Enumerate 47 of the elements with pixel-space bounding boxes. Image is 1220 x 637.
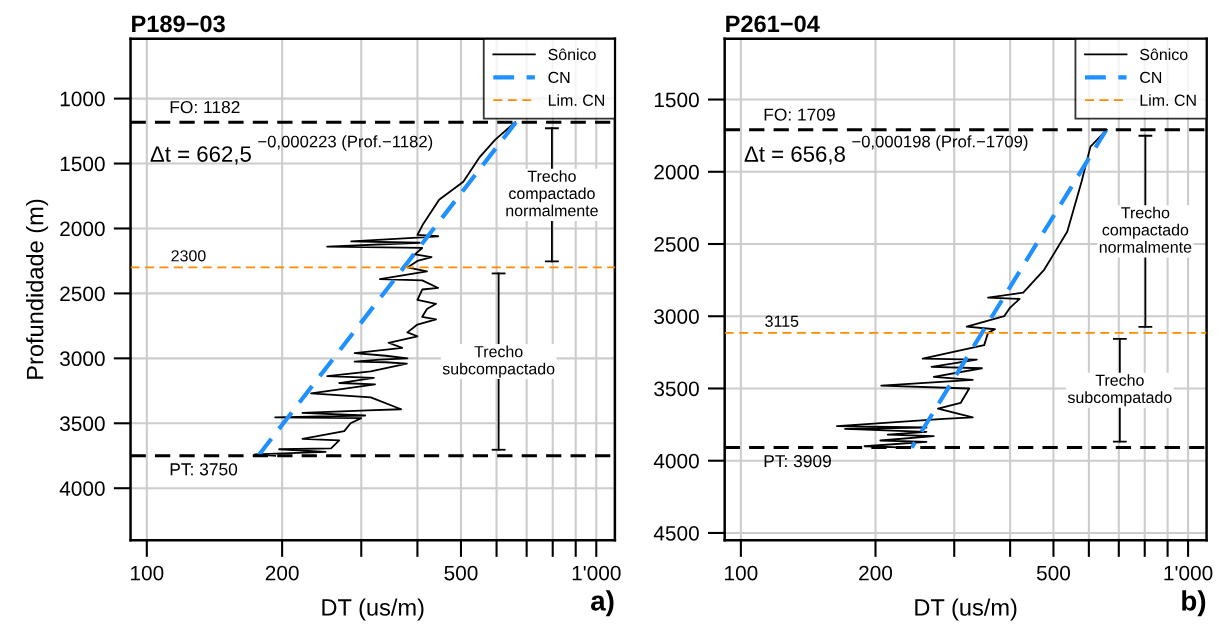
y-tick-label: 3500 [654, 381, 699, 397]
x-tick-label: 200 [265, 565, 299, 581]
x-tick-label: 200 [859, 565, 893, 581]
ref-line-label: FO: 1182 [170, 100, 240, 114]
x-axis-title: DT (us/m) [322, 598, 424, 621]
ref-line-label: FO: 1709 [764, 108, 835, 121]
ref-line-label: PT: 3750 [170, 463, 238, 476]
x-axis-title: DT (us/m) [915, 598, 1017, 621]
annotation: Δt = 656,8 −0,000198 (Prof.−1709) [744, 135, 1028, 165]
y-tick-label: 2500 [654, 237, 699, 252]
legend-label: Lim. CN [548, 94, 604, 106]
y-axis-title: Profundidade (m) [26, 199, 49, 379]
y-tick-label: 3000 [59, 351, 105, 367]
y-tick-label: 4000 [59, 481, 105, 496]
x-tick-label: 1'000 [1164, 565, 1213, 581]
y-tick-label: 3000 [654, 309, 699, 324]
annotation: Trecho compactado normalmente [506, 170, 598, 217]
x-tick-label: 500 [444, 565, 478, 581]
legend-label: CN [1140, 71, 1162, 84]
legend-label: Sônico [1140, 48, 1188, 61]
text: b) [1182, 590, 1206, 617]
y-tick-label: 2000 [654, 164, 699, 180]
annotation: Trecho subcompatado [1067, 374, 1172, 407]
annotation: Trecho compactado normalmente [1099, 206, 1192, 253]
annotation: Δt = 662,5 −0,000223 (Prof.−1182) [150, 135, 433, 165]
y-tick-label: 1500 [60, 156, 105, 172]
annotation: Trecho subcompactado [442, 345, 555, 378]
annotation: 3115 [765, 315, 799, 327]
chart-title: P261−04 [726, 15, 820, 33]
y-tick-label: 1000 [60, 91, 105, 107]
y-tick-label: 3500 [59, 416, 105, 432]
x-tick-label: 100 [131, 565, 164, 581]
x-tick-label: 1'000 [572, 565, 621, 581]
legend-label: CN [548, 71, 570, 84]
ref-line-label: PT: 3909 [764, 454, 831, 468]
y-tick-label: 2500 [60, 286, 105, 302]
y-tick-label: 2000 [60, 221, 105, 237]
legend-label: Sônico [548, 48, 596, 61]
text: a) [591, 590, 614, 617]
x-tick-label: 100 [725, 565, 758, 581]
chart-title: P189−03 [132, 15, 225, 33]
legend-label: Lim. CN [1140, 94, 1196, 106]
y-tick-label: 1500 [654, 92, 699, 108]
annotation: 2300 [171, 250, 206, 262]
y-tick-label: 4000 [653, 453, 699, 469]
y-tick-label: 4500 [653, 525, 699, 541]
x-tick-label: 500 [1036, 565, 1071, 581]
